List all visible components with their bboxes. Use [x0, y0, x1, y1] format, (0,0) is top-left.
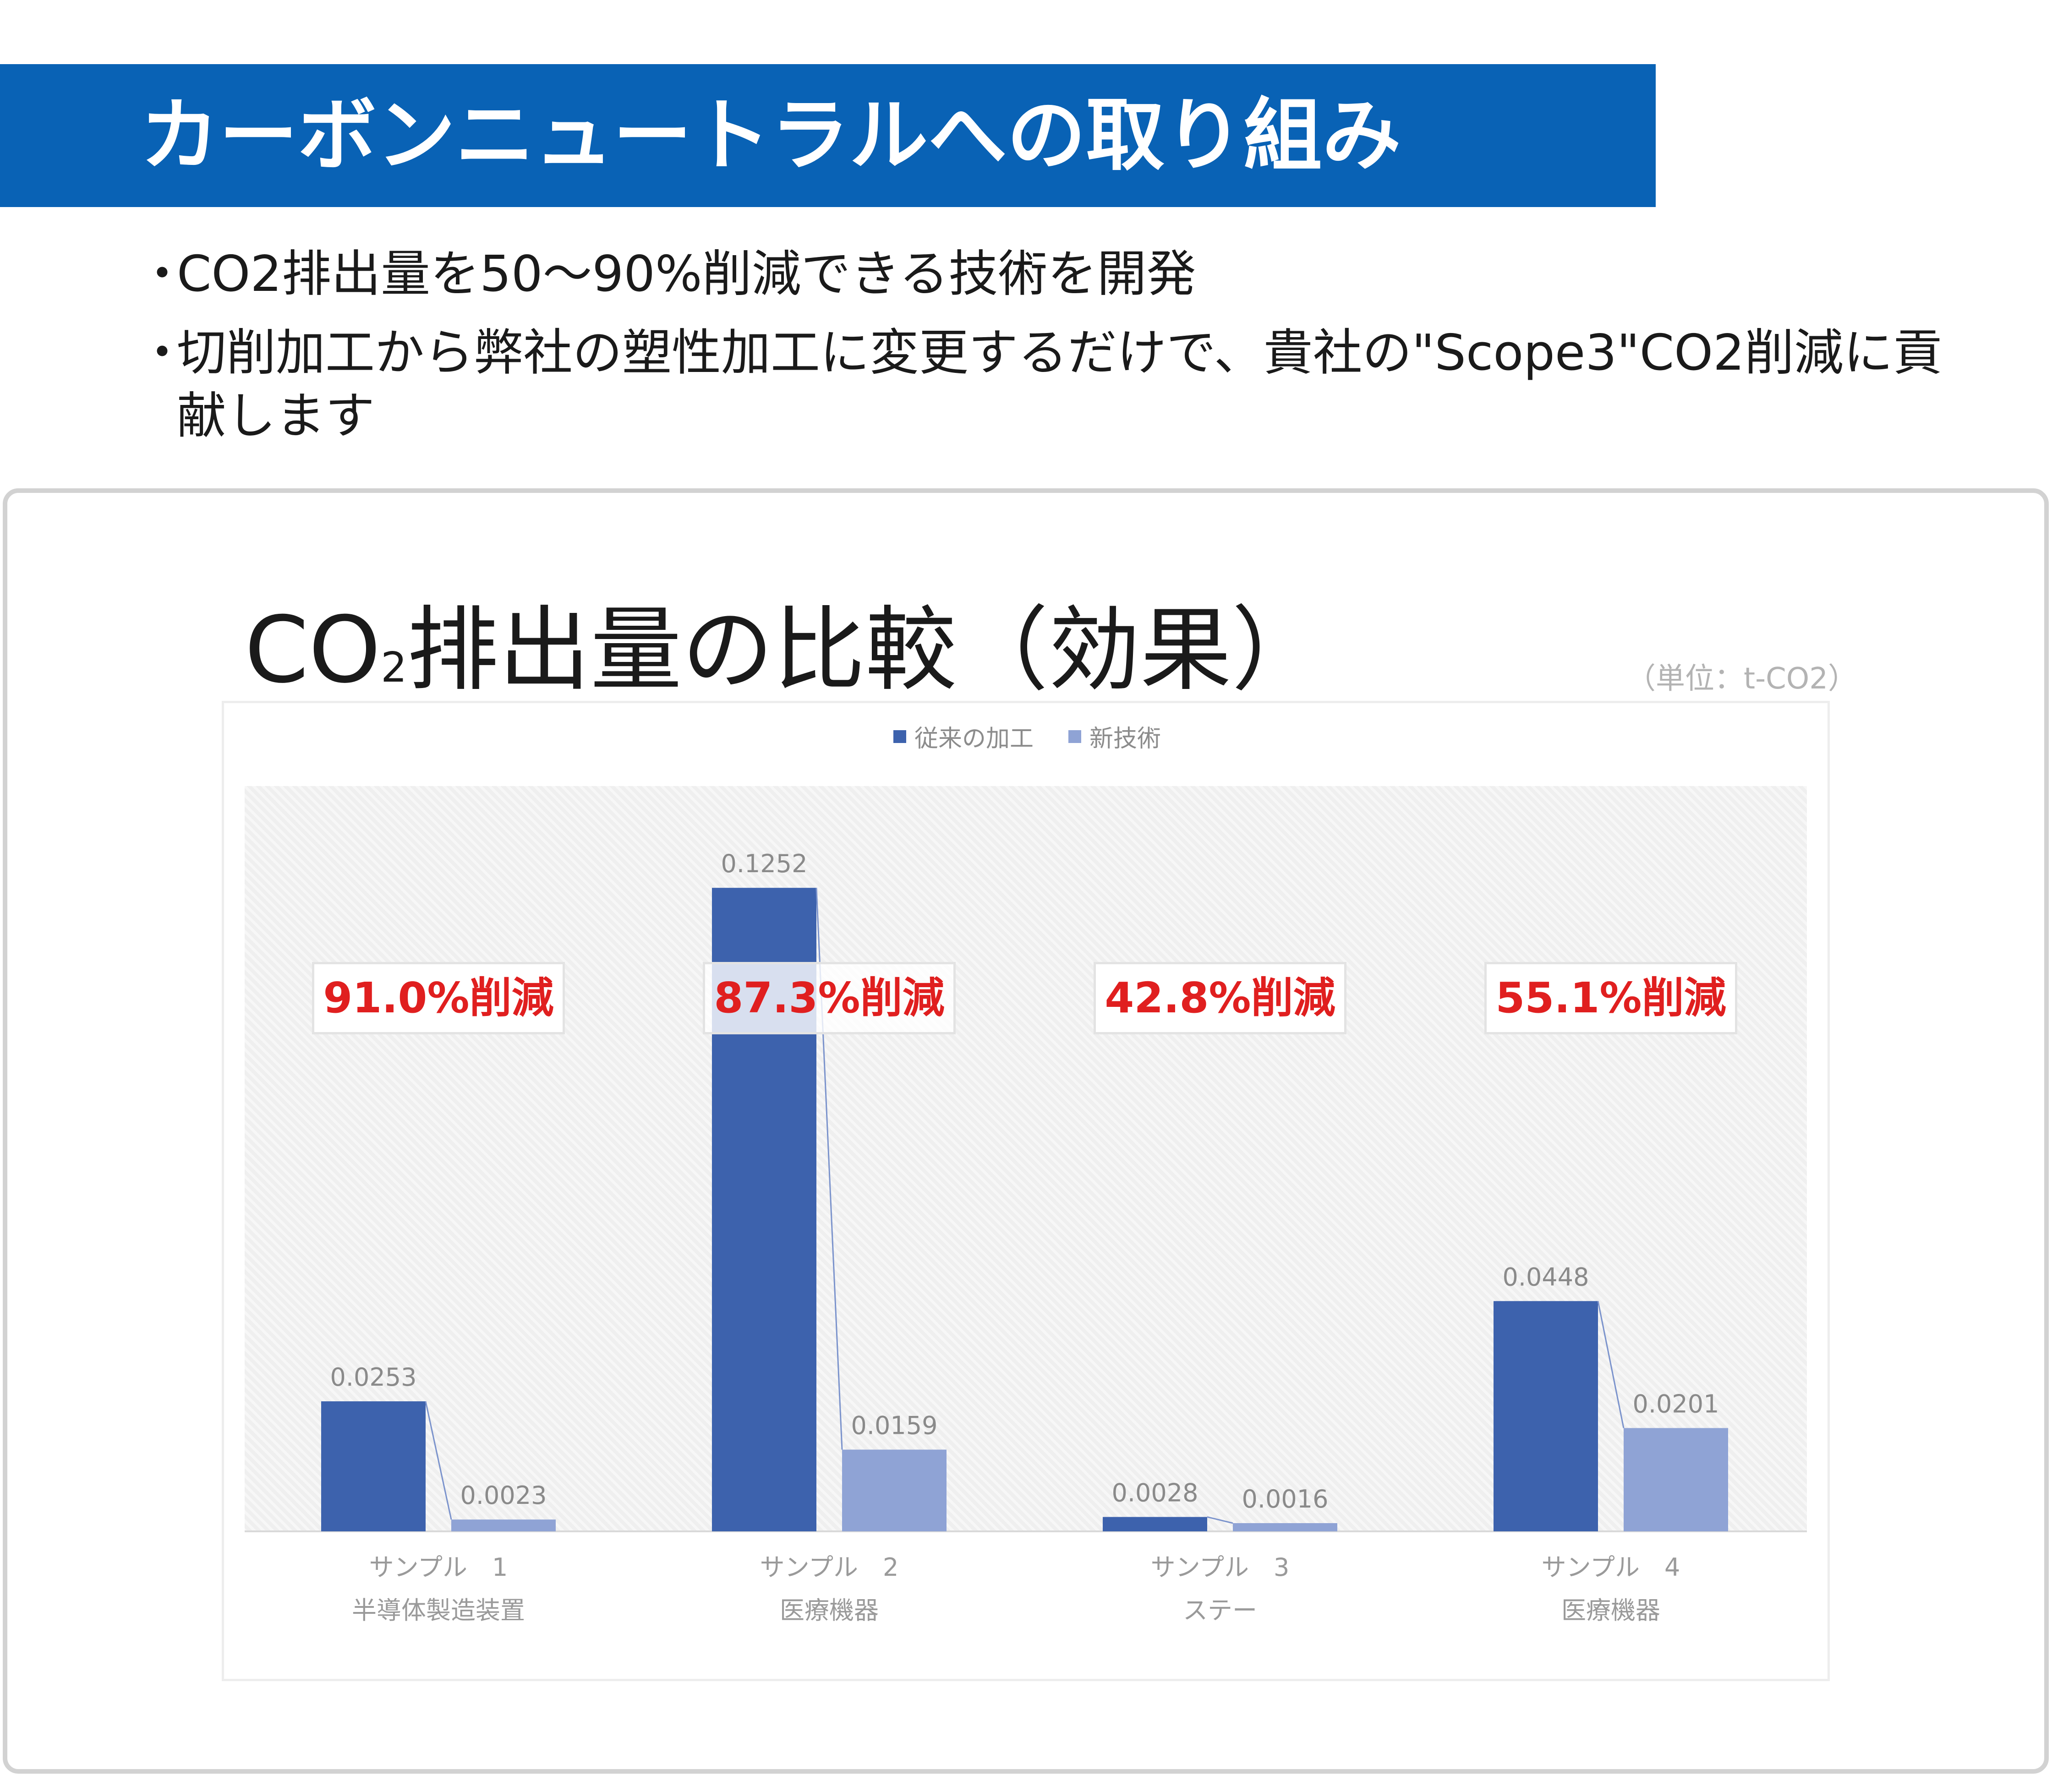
category-label-line1: サンプル 2	[760, 1553, 899, 1582]
bar-new-tech	[842, 1449, 947, 1531]
connector-line	[1207, 1516, 1233, 1524]
data-label: 0.0028	[1112, 1479, 1198, 1508]
chart-title: CO2排出量の比較（効果）	[245, 596, 1323, 723]
category-label-line1: サンプル 4	[1541, 1553, 1680, 1582]
category-label-line2: 半導体製造装置	[352, 1596, 525, 1625]
reduction-label: 87.3%削減	[703, 962, 956, 1034]
data-label: 0.1252	[721, 849, 808, 878]
legend-label-conventional: 従来の加工	[914, 725, 1034, 753]
legend-swatch-conventional	[893, 730, 906, 743]
bar-conventional	[1103, 1517, 1207, 1531]
data-label: 0.0201	[1633, 1389, 1719, 1418]
unit-label: （単位：t-CO2）	[1626, 662, 1857, 696]
data-label: 0.0023	[460, 1481, 547, 1510]
connector-line	[425, 1401, 452, 1520]
category-label-line1: サンプル 3	[1150, 1553, 1290, 1582]
legend-swatch-new-tech	[1068, 730, 1082, 743]
data-label: 0.0253	[330, 1363, 417, 1392]
category-label-line2: 医療機器	[780, 1596, 879, 1625]
category-label-line2: 医療機器	[1561, 1596, 1660, 1625]
chart-title-rest: 排出量の比較（効果）	[407, 597, 1324, 704]
header-bar: カーボンニュートラルへの取り組み	[0, 64, 1656, 207]
category-label: サンプル 3 ステー	[1060, 1546, 1380, 1632]
reduction-label: 42.8%削減	[1094, 962, 1346, 1034]
bar-new-tech	[451, 1519, 556, 1531]
category-label-line2: ステー	[1183, 1596, 1257, 1625]
category-label: サンプル 1 半導体製造装置	[278, 1546, 599, 1632]
data-label: 0.0159	[851, 1411, 938, 1440]
reduction-label: 55.1%削減	[1484, 962, 1737, 1034]
category-label: サンプル 4 医療機器	[1450, 1546, 1771, 1632]
bullet-item: ・ CO2排出量を50～90%削減できる技術を開発	[137, 243, 1947, 306]
chart-title-main: CO	[245, 597, 381, 704]
bar-conventional	[321, 1401, 426, 1531]
bar-conventional	[1494, 1301, 1598, 1531]
data-label: 0.0448	[1503, 1262, 1589, 1291]
connector-line	[1597, 1301, 1625, 1428]
bullet-text: CO2排出量を50～90%削減できる技術を開発	[177, 246, 1196, 303]
data-label: 0.0016	[1242, 1485, 1329, 1513]
bullet-list: ・ CO2排出量を50～90%削減できる技術を開発 ・ 切削加工から弊社の塑性加…	[137, 243, 1947, 448]
category-label: サンプル 2 医療機器	[669, 1546, 990, 1632]
chart-legend: 従来の加工 新技術	[893, 719, 1161, 754]
legend-label-new-tech: 新技術	[1089, 725, 1161, 753]
category-label-line1: サンプル 1	[369, 1553, 508, 1582]
bar-new-tech	[1624, 1428, 1728, 1531]
page-title: カーボンニュートラルへの取り組み	[140, 89, 1401, 181]
bar-new-tech	[1233, 1523, 1337, 1531]
chart-title-subscript: 2	[381, 644, 407, 692]
bullet-text: 切削加工から弊社の塑性加工に変更するだけで、貴社の"Scope3"CO2削減に貢…	[177, 324, 1943, 445]
bullet-item: ・ 切削加工から弊社の塑性加工に変更するだけで、貴社の"Scope3"CO2削減…	[137, 322, 1947, 448]
reduction-label: 91.0%削減	[312, 962, 565, 1034]
